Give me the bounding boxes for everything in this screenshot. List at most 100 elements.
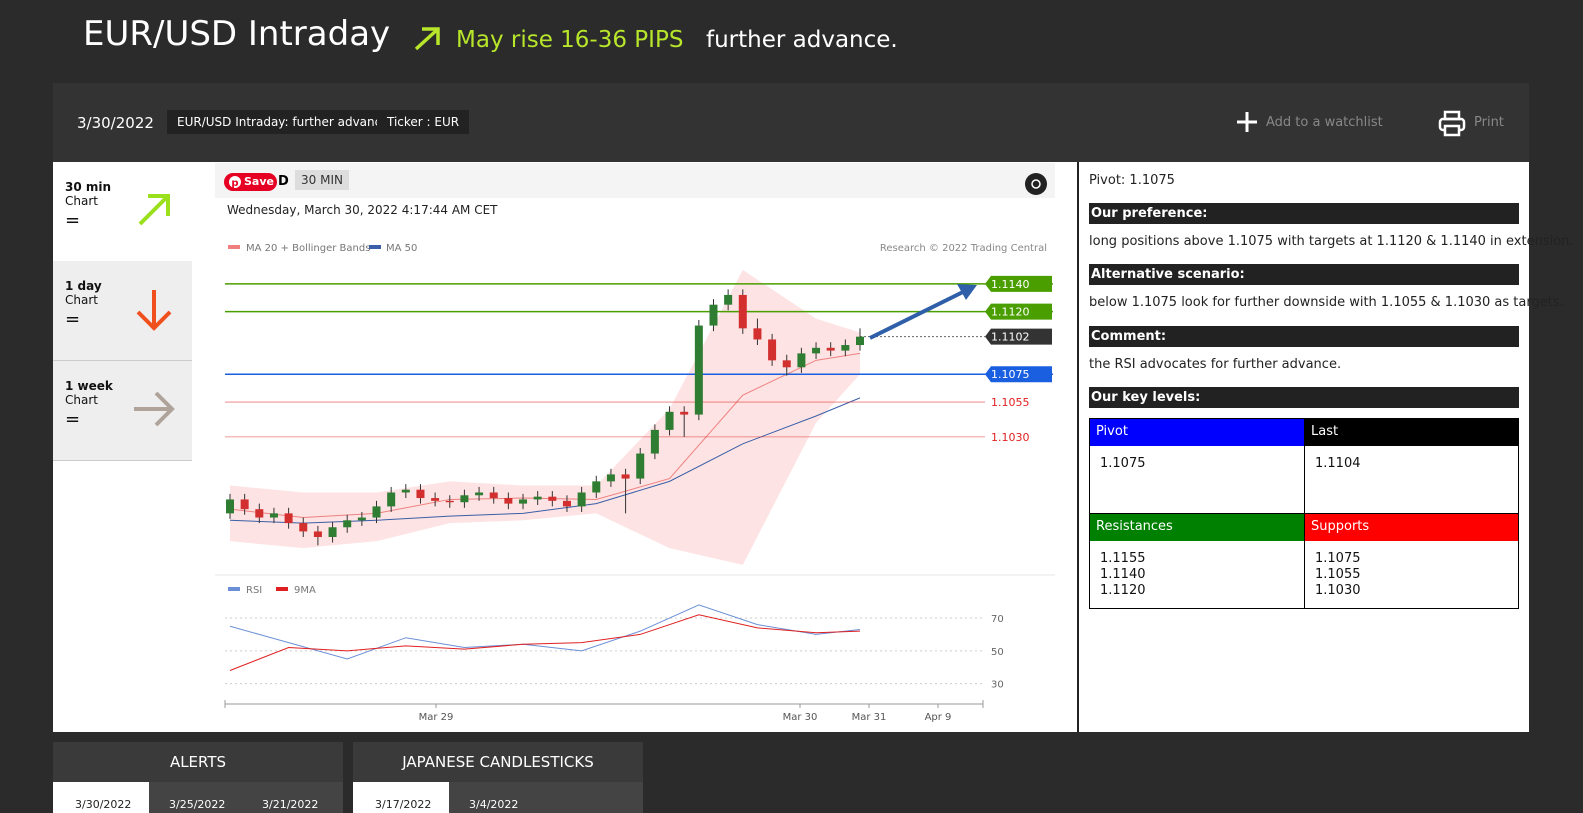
candle-body <box>621 474 630 479</box>
candle-body <box>328 527 337 538</box>
timestamp: Wednesday, March 30, 2022 4:17:44 AM CET <box>227 203 498 217</box>
up-arrow-icon <box>138 194 170 226</box>
candle-body <box>372 506 381 518</box>
candle-body <box>343 520 352 528</box>
candle-body <box>489 492 498 499</box>
cell-value: 1.1104 <box>1315 456 1361 471</box>
legend-label: MA 20 + Bollinger Bands <box>246 243 370 254</box>
legend-label: MA 50 <box>386 243 417 254</box>
legend-label: RSI <box>246 585 262 596</box>
candlesticks-tab: JAPANESE CANDLESTICKS 3/17/2022 3/4/2022 <box>353 742 643 813</box>
divider <box>1077 162 1079 732</box>
cell-value: 1.1140 <box>1100 567 1146 582</box>
tab-title: JAPANESE CANDLESTICKS <box>353 742 643 782</box>
tag[interactable]: Ticker : EUR <box>377 110 470 134</box>
subtitle: further advance. <box>706 27 898 53</box>
symbol: D <box>278 174 289 189</box>
status: = <box>65 309 81 330</box>
candle-body <box>313 531 322 538</box>
cell-head: Resistances <box>1090 514 1304 541</box>
period: 1 week <box>65 379 113 393</box>
candle-body <box>240 499 249 510</box>
candle-body <box>650 429 659 454</box>
candle-body <box>357 517 366 521</box>
date: 3/30/2022 <box>77 114 154 132</box>
y-tick-label: 70 <box>991 614 1004 625</box>
tab-date[interactable]: 3/17/2022 <box>353 782 449 813</box>
level-label: 1.1075 <box>991 368 1030 381</box>
level-label: 1.1140 <box>991 278 1030 291</box>
candle-body <box>709 304 718 326</box>
cell-value: 1.1155 <box>1100 551 1146 566</box>
candle-body <box>226 499 234 514</box>
cell-head: Last <box>1305 419 1518 446</box>
last-cell: Last 1.1104 <box>1304 418 1519 514</box>
rsi-line <box>229 614 861 671</box>
plus-icon <box>1237 112 1257 132</box>
bollinger-band <box>230 269 860 565</box>
cell-value: 1.1030 <box>1315 583 1361 598</box>
tab-date[interactable]: 3/30/2022 <box>53 782 149 813</box>
legend-swatch <box>228 245 240 249</box>
candle-body <box>856 336 864 346</box>
candle-body <box>724 294 733 305</box>
candle-body <box>401 489 410 493</box>
level-badge <box>985 275 1052 292</box>
alerts-tab: ALERTS 3/30/2022 3/25/2022 3/21/2022 <box>53 742 343 813</box>
candle-body <box>694 325 703 415</box>
candle-body <box>826 347 835 351</box>
x-tick-label: Mar 31 <box>852 712 887 723</box>
section-text: long positions above 1.1075 with targets… <box>1089 234 1574 249</box>
candle-body <box>782 360 791 368</box>
print-button[interactable]: Print <box>1474 115 1504 130</box>
section-heading: Alternative scenario: <box>1089 264 1519 285</box>
tab-date[interactable]: 3/4/2022 <box>469 798 519 811</box>
watchlist-button[interactable]: Add to a watchlist <box>1266 115 1383 130</box>
resistances-cell: Resistances 1.1155 1.1140 1.1120 <box>1089 513 1305 609</box>
candle-body <box>431 498 440 501</box>
legend-swatch <box>276 587 288 591</box>
price-chart: MA 20 + Bollinger Bands MA 50 Research © 2… <box>215 243 1055 723</box>
section-text: below 1.1075 look for further downside w… <box>1089 295 1564 310</box>
candle-body <box>445 500 454 503</box>
cell-value: 1.1075 <box>1315 551 1361 566</box>
label: Chart <box>65 293 98 307</box>
label: Chart <box>65 194 98 208</box>
section-heading: Our preference: <box>1089 203 1519 224</box>
print-icon <box>1438 110 1466 137</box>
right-arrow-icon <box>134 391 175 427</box>
tab-date[interactable]: 3/25/2022 <box>169 798 226 811</box>
supports-cell: Supports 1.1075 1.1055 1.1030 <box>1304 513 1519 609</box>
svg-text:p: p <box>231 178 238 189</box>
forecast: May rise 16-36 PIPS <box>456 27 684 53</box>
section-heading: Comment: <box>1089 326 1519 347</box>
down-arrow-icon <box>136 290 172 331</box>
candle-body <box>592 481 601 493</box>
snapshot-button[interactable] <box>1024 172 1048 196</box>
candle-body <box>533 496 542 500</box>
candle-body <box>665 411 674 430</box>
legend-swatch <box>369 245 381 249</box>
level-label: 1.1030 <box>991 431 1030 444</box>
cell-value: 1.1120 <box>1100 583 1146 598</box>
pivot-cell: Pivot 1.1075 <box>1089 418 1305 514</box>
ma50-line <box>229 397 861 524</box>
title: EUR/USD Intraday <box>83 14 391 54</box>
candle-body <box>606 474 615 482</box>
candle-body <box>299 523 308 532</box>
projection-arrowhead <box>957 284 977 300</box>
candle-body <box>460 495 469 503</box>
tag[interactable]: EUR/USD Intraday: further advance. <box>167 110 403 134</box>
tab-date[interactable]: 3/21/2022 <box>262 798 319 811</box>
candle-body <box>387 492 396 507</box>
level-label: 1.1120 <box>991 306 1030 319</box>
interval[interactable]: 30 MIN <box>295 170 349 190</box>
x-tick-label: Mar 29 <box>419 712 454 723</box>
candle-body <box>841 345 850 351</box>
period: 30 min <box>65 180 112 194</box>
candle-body <box>753 328 762 340</box>
x-tick-label: Mar 30 <box>783 712 818 723</box>
projection-arrow <box>869 288 968 340</box>
level-badge <box>985 328 1052 345</box>
candle-body <box>562 500 571 507</box>
